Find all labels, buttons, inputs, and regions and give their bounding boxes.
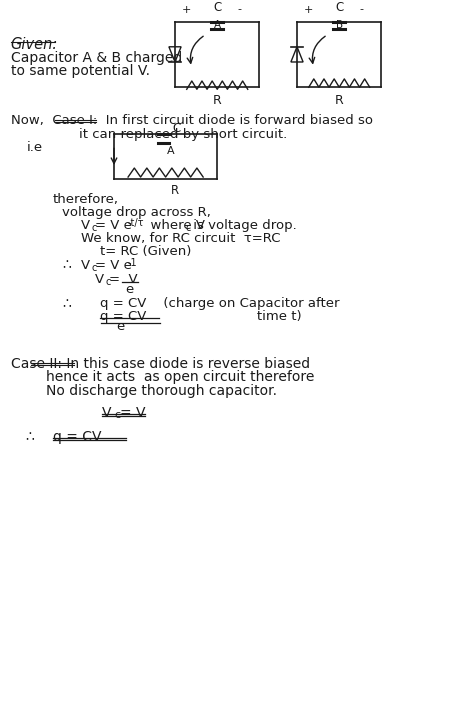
Text: = V e: = V e [95, 259, 132, 272]
Text: c: c [91, 263, 97, 273]
Text: R: R [213, 94, 222, 107]
Text: A: A [214, 21, 221, 30]
Text: c: c [186, 223, 191, 233]
Text: V: V [102, 407, 112, 421]
Text: c: c [106, 276, 111, 286]
Text: c: c [91, 223, 97, 233]
Text: to same potential V.: to same potential V. [11, 64, 150, 78]
Text: = V: = V [119, 407, 145, 421]
Text: B: B [336, 21, 343, 30]
Text: Case II: In this case diode is reverse biased: Case II: In this case diode is reverse b… [11, 356, 310, 370]
Text: Now,  Case I:  In first circuit diode is forward biased so: Now, Case I: In first circuit diode is f… [11, 114, 373, 127]
Text: e: e [126, 284, 134, 296]
Text: V: V [95, 273, 104, 286]
Text: c: c [114, 410, 120, 420]
Text: Given:: Given: [11, 37, 58, 52]
Text: ∴: ∴ [63, 259, 71, 273]
Text: q = CV    (charge on Capacitor after: q = CV (charge on Capacitor after [100, 297, 339, 310]
Text: Capacitor A & B charged: Capacitor A & B charged [11, 51, 182, 64]
Text: q = CV: q = CV [53, 430, 101, 444]
Text: C: C [172, 122, 180, 135]
Text: V: V [81, 219, 90, 232]
Text: therefore,: therefore, [53, 193, 119, 206]
Text: e: e [116, 320, 125, 333]
Text: A: A [167, 146, 175, 156]
Text: C: C [213, 1, 221, 13]
Text: -t/τ: -t/τ [127, 218, 144, 228]
Text: -: - [360, 4, 364, 15]
Text: V: V [81, 259, 90, 272]
Text: R: R [335, 94, 344, 107]
Text: C: C [335, 1, 343, 13]
Text: ∴: ∴ [25, 430, 34, 444]
Text: is voltage drop.: is voltage drop. [189, 219, 297, 232]
Text: R: R [171, 185, 179, 197]
Text: +: + [182, 4, 191, 15]
Text: -1: -1 [127, 258, 137, 268]
Text: ∴: ∴ [63, 297, 71, 311]
Text: =  V: = V [109, 273, 138, 286]
Text: where V: where V [142, 219, 205, 232]
Text: t= RC (Given): t= RC (Given) [100, 245, 191, 259]
Text: -: - [238, 4, 242, 15]
Text: voltage drop across R,: voltage drop across R, [63, 206, 211, 219]
Text: it can replaced by short circuit.: it can replaced by short circuit. [11, 128, 287, 141]
Text: +: + [304, 4, 313, 15]
Text: We know, for RC circuit  τ=RC: We know, for RC circuit τ=RC [81, 233, 281, 245]
Text: q = CV                          time t): q = CV time t) [100, 310, 301, 323]
Text: No discharge thorough capacitor.: No discharge thorough capacitor. [11, 385, 277, 398]
Text: = V e: = V e [95, 219, 132, 232]
Text: i.e: i.e [27, 141, 43, 154]
Text: hence it acts  as open circuit therefore: hence it acts as open circuit therefore [11, 370, 314, 385]
